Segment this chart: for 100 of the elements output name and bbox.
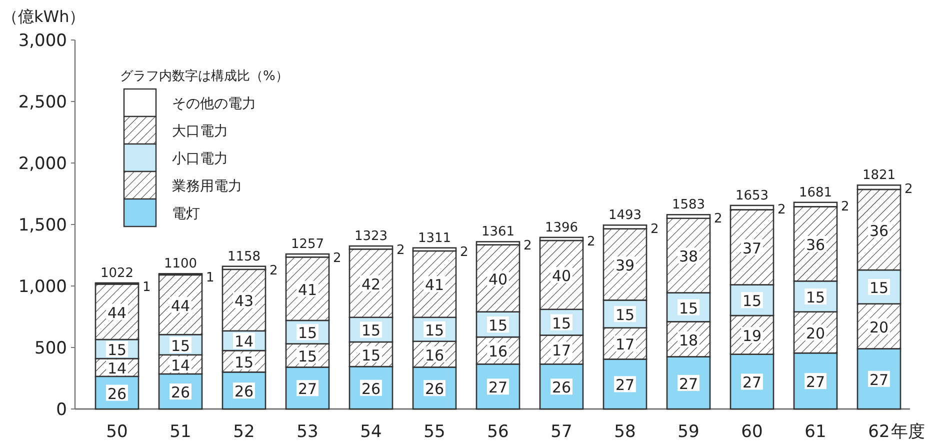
- annotation: 15: [298, 324, 318, 342]
- annotation: 26: [552, 378, 572, 397]
- legend-title: グラフ内数字は構成比（%）: [120, 68, 288, 84]
- legend-label: 電灯: [172, 206, 200, 222]
- annotation: 26: [424, 380, 444, 398]
- annotation: 15: [806, 288, 826, 306]
- x-tick-label: 53: [296, 422, 318, 441]
- annotation: 2: [778, 202, 786, 218]
- x-tick-label: 57: [550, 422, 572, 441]
- x-tick-label: 59: [678, 422, 700, 441]
- annotation: 15: [234, 353, 254, 372]
- y-tick-label: 1,500: [18, 216, 67, 236]
- annotation: 27: [488, 378, 508, 397]
- x-axis-title: 年度: [891, 422, 925, 441]
- x-tick-label: 55: [424, 422, 446, 441]
- annotation: 27: [742, 374, 762, 392]
- annotation: 15: [615, 306, 635, 324]
- annotation: 15: [298, 347, 318, 366]
- x-tick-label: 51: [170, 422, 192, 441]
- annotation: 27: [298, 380, 318, 398]
- legend-label: 大口電力: [172, 124, 228, 140]
- x-tick-label: 56: [487, 422, 509, 441]
- annotation: 20: [806, 324, 826, 342]
- annotation: 15: [742, 292, 762, 310]
- annotation: 36: [869, 222, 889, 240]
- y-tick-label: 2,500: [18, 92, 67, 112]
- total-label: 1323: [354, 229, 388, 244]
- total-label: 1361: [481, 224, 515, 240]
- total-label: 1257: [290, 237, 324, 252]
- annotation: 2: [270, 263, 278, 278]
- annotation: 2: [460, 244, 468, 260]
- total-label: 1022: [100, 266, 134, 281]
- total-label: 1100: [164, 256, 198, 272]
- annotation: 26: [234, 382, 254, 401]
- total-label: 1583: [672, 198, 706, 213]
- annotation: 40: [552, 266, 572, 285]
- annotation: 15: [170, 336, 190, 355]
- legend-label: その他の電力: [172, 96, 256, 112]
- annotation: 40: [488, 270, 508, 288]
- annotation: 2: [396, 243, 405, 258]
- annotation: 18: [678, 331, 698, 350]
- annotation: 26: [361, 380, 381, 398]
- annotation: 2: [333, 251, 342, 266]
- total-label: 1821: [862, 168, 896, 184]
- x-tick-label: 61: [804, 422, 826, 441]
- annotation: 15: [361, 322, 381, 340]
- annotation: 41: [298, 280, 318, 299]
- annotation: 27: [615, 376, 635, 394]
- x-tick-label: 58: [614, 422, 636, 441]
- annotation: 2: [841, 199, 850, 214]
- annotation: 2: [714, 212, 722, 227]
- annotation: 15: [678, 299, 698, 318]
- y-tick-label: 0: [56, 400, 67, 420]
- annotation: 26: [170, 384, 190, 402]
- annotation: 38: [678, 248, 698, 266]
- annotation: 15: [488, 316, 508, 334]
- x-tick-label: 54: [360, 422, 382, 441]
- annotation: 41: [424, 276, 444, 294]
- annotation: 17: [615, 336, 635, 354]
- annotation: 37: [742, 239, 762, 258]
- annotation: 15: [424, 321, 444, 340]
- annotation: 26: [107, 384, 127, 403]
- annotation: 15: [361, 346, 381, 364]
- y-tick-label: 3,000: [18, 31, 67, 51]
- annotation: 27: [806, 373, 826, 392]
- annotation: 42: [361, 275, 381, 294]
- annotation: 2: [650, 222, 659, 238]
- annotation: 16: [424, 346, 444, 364]
- total-label: 1396: [544, 220, 578, 236]
- annotation: 16: [488, 342, 508, 361]
- x-tick-label: 50: [106, 422, 128, 441]
- annotation: 39: [615, 256, 635, 274]
- y-tick-label: 500: [34, 338, 67, 358]
- legend-label: 小口電力: [172, 151, 228, 167]
- annotation: 19: [742, 326, 762, 345]
- total-label: 1653: [735, 188, 769, 204]
- legend-label: 業務用電力: [172, 178, 242, 194]
- y-tick-label: 2,000: [18, 154, 67, 174]
- annotation: 14: [107, 360, 127, 378]
- annotation: 15: [869, 278, 889, 297]
- annotation: 1: [142, 280, 151, 295]
- annotation: 43: [234, 292, 254, 310]
- annotation: 2: [904, 182, 913, 198]
- annotation: 20: [869, 318, 889, 336]
- x-tick-label: 60: [741, 422, 763, 441]
- annotation: 15: [552, 314, 572, 332]
- total-label: 1311: [418, 230, 452, 246]
- annotation: 44: [107, 304, 127, 322]
- annotation: 27: [869, 370, 889, 389]
- annotation: 14: [170, 356, 190, 374]
- y-axis-title: （億kWh）: [2, 7, 86, 26]
- x-tick-label: 62: [868, 422, 890, 441]
- annotation: 1: [206, 270, 214, 286]
- annotation: 44: [170, 296, 190, 315]
- total-label: 1493: [608, 208, 642, 224]
- annotation: 27: [678, 374, 698, 393]
- total-label: 1681: [798, 185, 832, 200]
- y-tick-label: 1,000: [18, 277, 67, 297]
- total-label: 1158: [227, 249, 261, 264]
- annotation: 14: [234, 332, 254, 351]
